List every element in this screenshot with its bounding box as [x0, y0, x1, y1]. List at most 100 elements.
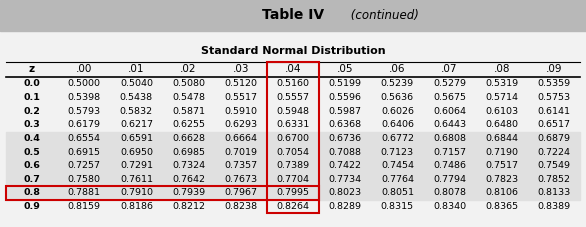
- Text: 0.7995: 0.7995: [277, 188, 309, 197]
- Text: 0.6255: 0.6255: [172, 120, 205, 129]
- Text: 0.7454: 0.7454: [381, 161, 414, 170]
- Text: 0.0: 0.0: [23, 79, 40, 89]
- Text: 0.5910: 0.5910: [224, 107, 257, 116]
- Text: 0.5239: 0.5239: [381, 79, 414, 89]
- Text: 0.7910: 0.7910: [120, 188, 153, 197]
- Text: 0.7291: 0.7291: [120, 161, 153, 170]
- Text: 0.8238: 0.8238: [224, 202, 257, 211]
- Text: 0.7823: 0.7823: [485, 175, 519, 184]
- Text: 0.7852: 0.7852: [537, 175, 571, 184]
- Text: 0.6591: 0.6591: [120, 134, 153, 143]
- Text: 0.6985: 0.6985: [172, 148, 205, 157]
- Text: 0.8289: 0.8289: [329, 202, 362, 211]
- Text: 0.7257: 0.7257: [67, 161, 101, 170]
- Text: .01: .01: [128, 64, 145, 74]
- Text: 0.6064: 0.6064: [433, 107, 466, 116]
- Text: 0.6406: 0.6406: [381, 120, 414, 129]
- Text: 0.6950: 0.6950: [120, 148, 153, 157]
- Text: 0.8365: 0.8365: [485, 202, 519, 211]
- Text: 0.3: 0.3: [23, 120, 40, 129]
- Text: .05: .05: [337, 64, 353, 74]
- Text: .09: .09: [546, 64, 563, 74]
- Text: 0.5714: 0.5714: [485, 93, 519, 102]
- Text: 0.6628: 0.6628: [172, 134, 205, 143]
- Text: 0.6736: 0.6736: [329, 134, 362, 143]
- Text: 0.5753: 0.5753: [537, 93, 571, 102]
- Text: .08: .08: [493, 64, 510, 74]
- Text: 0.5040: 0.5040: [120, 79, 153, 89]
- Bar: [267, 62, 319, 213]
- Text: 0.7357: 0.7357: [224, 161, 257, 170]
- Text: 0.5000: 0.5000: [67, 79, 101, 89]
- Text: .04: .04: [285, 64, 301, 74]
- Text: 0.5948: 0.5948: [277, 107, 309, 116]
- Text: 0.6: 0.6: [23, 161, 40, 170]
- Text: 0.5987: 0.5987: [329, 107, 362, 116]
- Text: 0.5871: 0.5871: [172, 107, 205, 116]
- Text: 0.7: 0.7: [23, 175, 40, 184]
- Text: 0.5557: 0.5557: [277, 93, 309, 102]
- Text: 0.7517: 0.7517: [485, 161, 519, 170]
- Text: 0.6879: 0.6879: [537, 134, 571, 143]
- Text: 0.6480: 0.6480: [485, 120, 519, 129]
- Text: 0.8051: 0.8051: [381, 188, 414, 197]
- Text: 0.6368: 0.6368: [329, 120, 362, 129]
- Text: 0.8389: 0.8389: [537, 202, 571, 211]
- Text: 0.6915: 0.6915: [67, 148, 101, 157]
- Text: .06: .06: [389, 64, 406, 74]
- Text: 0.7881: 0.7881: [67, 188, 101, 197]
- Bar: [0, 0, 586, 31]
- Text: 0.5199: 0.5199: [329, 79, 362, 89]
- Text: 0.6517: 0.6517: [537, 120, 571, 129]
- Text: 0.6664: 0.6664: [224, 134, 257, 143]
- Text: 0.5675: 0.5675: [433, 93, 466, 102]
- Text: 0.7794: 0.7794: [433, 175, 466, 184]
- Text: 0.6217: 0.6217: [120, 120, 153, 129]
- Text: 0.8315: 0.8315: [381, 202, 414, 211]
- Text: .02: .02: [180, 64, 197, 74]
- Text: 0.7549: 0.7549: [537, 161, 571, 170]
- Text: .07: .07: [441, 64, 458, 74]
- Bar: [6, 186, 319, 200]
- Text: 0.5080: 0.5080: [172, 79, 205, 89]
- Bar: [6, 132, 580, 200]
- Text: 0.5478: 0.5478: [172, 93, 205, 102]
- Text: 0.5517: 0.5517: [224, 93, 257, 102]
- Text: 0.5596: 0.5596: [329, 93, 362, 102]
- Text: 0.7939: 0.7939: [172, 188, 205, 197]
- Text: 0.7486: 0.7486: [433, 161, 466, 170]
- Text: 0.6808: 0.6808: [433, 134, 466, 143]
- Text: 0.7224: 0.7224: [537, 148, 571, 157]
- Text: 0.7580: 0.7580: [67, 175, 101, 184]
- Text: 0.8186: 0.8186: [120, 202, 153, 211]
- Text: 0.7190: 0.7190: [485, 148, 519, 157]
- Text: .03: .03: [233, 64, 249, 74]
- Text: Standard Normal Distribution: Standard Normal Distribution: [200, 46, 386, 56]
- Text: 0.5398: 0.5398: [67, 93, 101, 102]
- Text: 0.7704: 0.7704: [277, 175, 309, 184]
- Text: 0.6141: 0.6141: [537, 107, 571, 116]
- Text: 0.8264: 0.8264: [277, 202, 309, 211]
- Text: 0.7673: 0.7673: [224, 175, 257, 184]
- Text: z: z: [29, 64, 35, 74]
- Text: 0.6700: 0.6700: [277, 134, 309, 143]
- Text: 0.6179: 0.6179: [67, 120, 101, 129]
- Text: 0.8: 0.8: [23, 188, 40, 197]
- Text: 0.1: 0.1: [23, 93, 40, 102]
- Text: 0.7734: 0.7734: [329, 175, 362, 184]
- Text: 0.8106: 0.8106: [485, 188, 519, 197]
- Text: 0.5359: 0.5359: [537, 79, 571, 89]
- Text: 0.7088: 0.7088: [329, 148, 362, 157]
- Text: 0.5832: 0.5832: [120, 107, 153, 116]
- Text: 0.6844: 0.6844: [485, 134, 519, 143]
- Text: 0.5636: 0.5636: [381, 93, 414, 102]
- Text: 0.8078: 0.8078: [433, 188, 466, 197]
- Text: (continued): (continued): [347, 9, 419, 22]
- Text: 0.5120: 0.5120: [224, 79, 257, 89]
- Text: 0.7967: 0.7967: [224, 188, 257, 197]
- Text: .00: .00: [76, 64, 93, 74]
- Text: 0.5793: 0.5793: [67, 107, 101, 116]
- Text: 0.7422: 0.7422: [329, 161, 362, 170]
- Text: 0.7642: 0.7642: [172, 175, 205, 184]
- Text: 0.7054: 0.7054: [277, 148, 309, 157]
